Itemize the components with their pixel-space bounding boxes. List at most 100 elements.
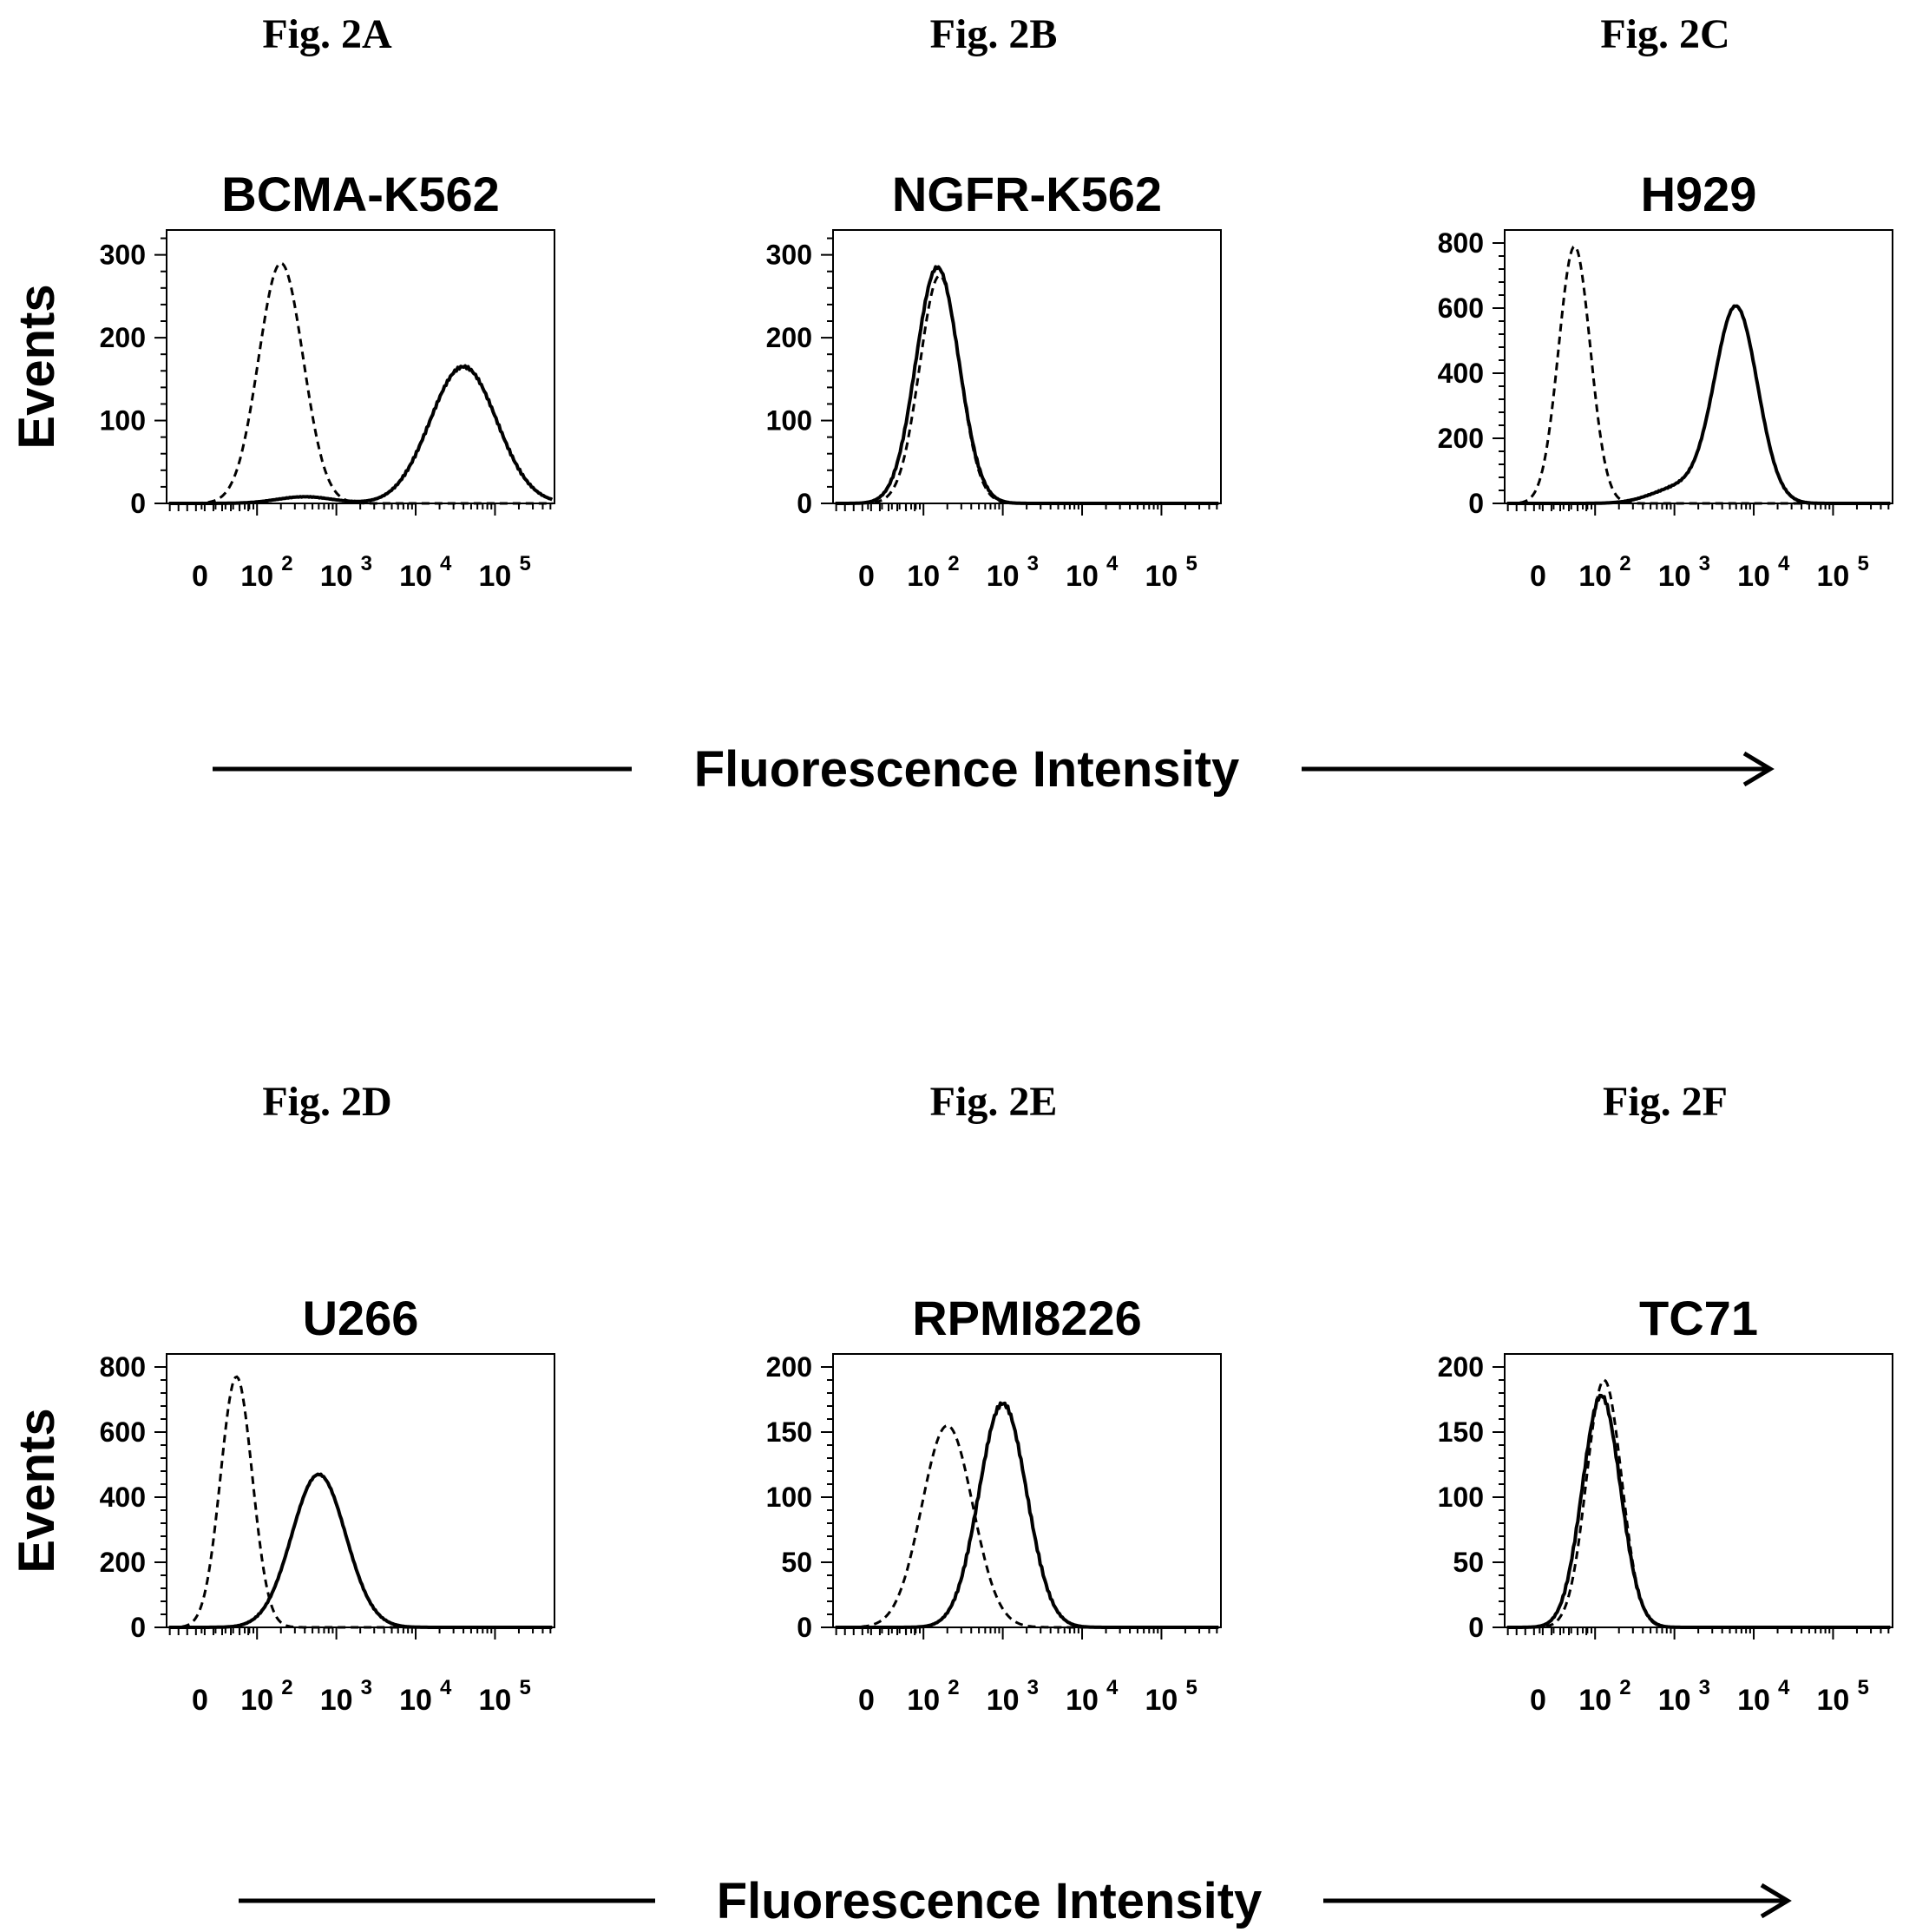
x-tick-label-exponent: 3 [1027,1676,1039,1699]
panel-title: NGFR-K562 [892,167,1162,221]
x-tick-label: 10 [320,1684,353,1717]
y-tick-label: 200 [100,1547,146,1578]
histogram-solid-series [168,364,554,505]
arrow-head-icon [1742,751,1775,787]
x-tick-label: 10 [907,560,940,593]
x-tick-label-exponent: 5 [519,552,530,575]
x-tick-label-exponent: 4 [1778,552,1790,575]
x-tick-label-exponent: 2 [281,552,292,575]
x-tick-label-exponent: 5 [1857,552,1868,575]
x-tick-label: 0 [858,1684,875,1717]
panel-1: Fig. 2A BCMA-K562 0 100 200 300 0 10 2 10 3 10 4 10 5 E… [9,11,555,593]
figure-label: Fig. 2D [262,1079,391,1125]
x-tick-label: 10 [320,560,353,593]
x-tick-label: 10 [987,560,1020,593]
histogram-dashed-series [835,273,1219,505]
y-tick-label: 0 [1468,1612,1484,1643]
figure-label: Fig. 2C [1600,11,1729,57]
x-tick-label: 10 [1578,1684,1611,1717]
x-tick-label-exponent: 4 [440,1676,452,1699]
y-tick-label: 200 [1438,1351,1484,1383]
y-axis-label: Events [9,284,65,449]
x-tick-label: 10 [1658,560,1691,593]
y-tick-label: 0 [130,488,146,519]
x-tick-label-exponent: 4 [440,552,452,575]
histogram-dashed-series [168,261,553,505]
x-tick-label: 0 [858,560,875,593]
y-tick-label: 200 [1438,423,1484,454]
x-tick-label: 0 [192,1684,208,1717]
x-tick-label-exponent: 2 [1619,552,1630,575]
x-tick-label: 10 [479,560,512,593]
shared-x-axis-label-group: Fluorescence Intensity [213,741,1775,798]
x-tick-label: 0 [1530,1684,1546,1717]
y-tick-label: 0 [130,1612,146,1643]
y-tick-label: 150 [1438,1416,1484,1448]
x-tick-label-exponent: 4 [1778,1676,1790,1699]
panel-6: Fig. 2F TC71 0 50 100 150 200 0 10 2 10 3 10 4 10 5 [1438,1079,1893,1717]
x-tick-label: 10 [240,1684,273,1717]
x-tick-label-exponent: 5 [1185,552,1197,575]
histogram-solid-series [1506,304,1891,505]
panel-2: Fig. 2B NGFR-K562 0 100 200 300 0 10 2 10 3 10 4 10 5 [766,11,1222,593]
y-tick-label: 100 [100,405,146,437]
x-axis-label: Fluorescence Intensity [694,741,1240,798]
x-tick-label: 10 [1737,560,1770,593]
x-tick-label: 10 [1658,1684,1691,1717]
y-tick-label: 0 [797,488,812,519]
x-tick-label: 10 [1145,1684,1178,1717]
x-tick-label: 10 [987,1684,1020,1717]
arrow-head-icon [1760,1883,1792,1919]
y-tick-label: 50 [781,1547,812,1578]
x-tick-label: 10 [240,560,273,593]
x-tick-label-exponent: 5 [1857,1676,1868,1699]
histogram-solid-series [1506,1393,1891,1629]
x-tick-label: 10 [1737,1684,1770,1717]
panel-title: TC71 [1639,1291,1758,1345]
x-tick-label-exponent: 3 [1699,1676,1710,1699]
x-tick-label-exponent: 3 [361,552,372,575]
x-tick-label-exponent: 4 [1106,1676,1119,1699]
y-tick-label: 600 [100,1416,146,1448]
figure-label: Fig. 2A [262,11,392,57]
y-tick-label: 800 [1438,227,1484,259]
x-tick-label: 10 [399,1684,432,1717]
x-tick-label-exponent: 5 [519,1676,530,1699]
plot-frame [1504,1353,1893,1628]
histogram-solid-series [168,1472,553,1629]
x-tick-label: 10 [1578,560,1611,593]
x-tick-label: 10 [1817,1684,1850,1717]
y-tick-label: 0 [1468,488,1484,519]
y-tick-label: 100 [766,405,812,437]
y-tick-label: 200 [100,322,146,353]
y-tick-label: 100 [1438,1482,1484,1513]
histogram-dashed-series [168,1375,553,1629]
figure-label: Fig. 2E [930,1079,1058,1125]
panel-5: Fig. 2E RPMI8226 0 50 100 150 200 0 10 2 10 3 10 4 10 5 [766,1079,1222,1717]
x-tick-label-exponent: 2 [281,1676,292,1699]
histogram-solid-series [835,265,1219,505]
y-axis-label: Events [9,1408,65,1573]
y-tick-label: 50 [1453,1547,1484,1578]
figure-label: Fig. 2F [1603,1079,1728,1125]
y-tick-label: 100 [766,1482,812,1513]
y-tick-label: 400 [100,1482,146,1513]
x-tick-label: 10 [1817,560,1850,593]
shared-x-axis-label-group: Fluorescence Intensity [239,1873,1792,1929]
panel-4: Fig. 2D U266 0 200 400 600 800 0 10 2 10 3 10 4 10 5 Eve… [9,1079,555,1717]
histogram-solid-series [835,1401,1219,1629]
x-tick-label-exponent: 3 [361,1676,372,1699]
y-tick-label: 200 [766,1351,812,1383]
x-tick-label-exponent: 2 [1619,1676,1630,1699]
panel-title: U266 [303,1291,419,1345]
x-tick-label: 10 [1145,560,1178,593]
y-tick-label: 150 [766,1416,812,1448]
plot-frame [1504,229,1893,504]
x-tick-label: 10 [907,1684,940,1717]
y-tick-label: 800 [100,1351,146,1383]
plot-frame [166,1353,555,1628]
x-tick-label: 0 [1530,560,1546,593]
x-tick-label-exponent: 2 [948,1676,959,1699]
y-tick-label: 300 [100,240,146,271]
